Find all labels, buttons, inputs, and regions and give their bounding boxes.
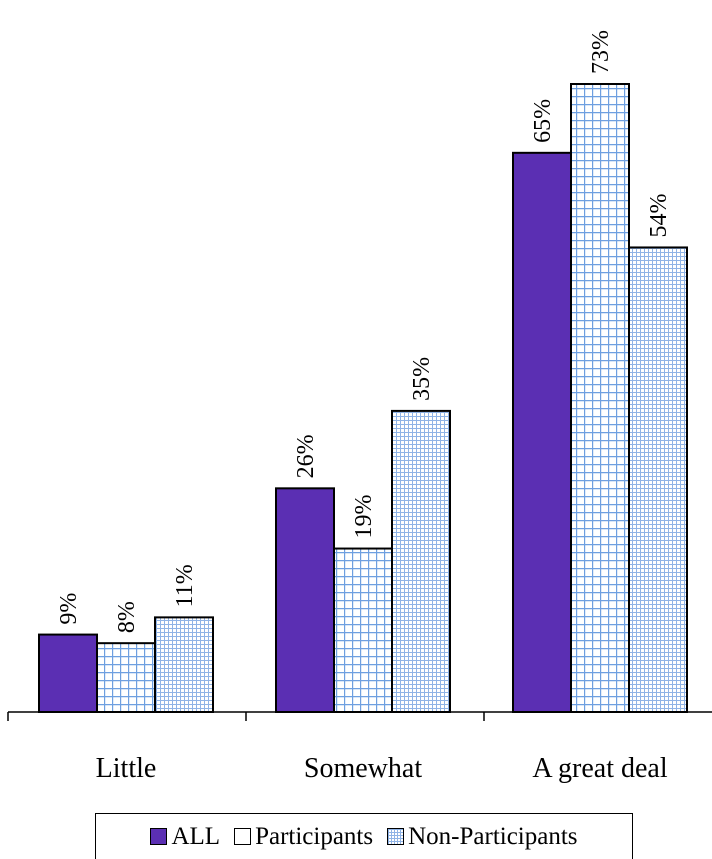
legend-label-participants: Participants xyxy=(255,822,374,850)
legend-swatch-all xyxy=(150,828,168,845)
x-axis-ticks xyxy=(7,712,485,721)
legend-item-participants: Participants xyxy=(234,823,373,851)
legend-item-non-participants: Non-Participants xyxy=(387,822,578,851)
x-tick-label-somewhat: Somewhat xyxy=(304,753,422,784)
legend: ALL Participants Non-Participants xyxy=(95,813,633,859)
bar-all-little xyxy=(38,633,98,713)
data-label-all-a-great-deal: 65% xyxy=(530,99,556,143)
bar-participants-little xyxy=(96,642,156,714)
legend-swatch-non-participants xyxy=(387,828,405,845)
legend-label-non-participants: Non-Participants xyxy=(408,822,578,850)
x-tick-label-little: Little xyxy=(96,753,157,784)
bar-participants-a-great-deal xyxy=(570,83,630,713)
data-label-all-little: 9% xyxy=(56,593,82,625)
legend-label-all: ALL xyxy=(171,822,221,850)
bar-non-participants-somewhat xyxy=(391,409,451,713)
x-axis-category-labels: Little Somewhat A great deal xyxy=(96,753,668,784)
data-label-participants-little: 8% xyxy=(114,601,140,633)
data-label-non-participants-a-great-deal: 54% xyxy=(646,193,672,237)
bar-all-a-great-deal xyxy=(512,151,572,714)
legend-item-all: ALL xyxy=(150,823,220,851)
data-labels-group: 9% 8% 11% 26% 19% 35% 65% 73% 54% xyxy=(56,30,672,633)
legend-swatch-participants xyxy=(234,828,252,845)
bar-all-somewhat xyxy=(275,487,335,713)
data-label-all-somewhat: 26% xyxy=(293,434,319,478)
data-label-participants-a-great-deal: 73% xyxy=(588,30,614,74)
data-label-non-participants-little: 11% xyxy=(172,564,198,607)
bar-non-participants-a-great-deal xyxy=(628,246,688,713)
data-label-non-participants-somewhat: 35% xyxy=(409,357,435,401)
x-tick-label-a-great-deal: A great deal xyxy=(532,753,667,784)
bars-group xyxy=(38,83,688,714)
bar-non-participants-little xyxy=(154,616,214,714)
bar-chart: 9% 8% 11% 26% 19% 35% 65% 73% 54% Little Somewhat… xyxy=(7,30,712,784)
bar-participants-somewhat xyxy=(333,547,393,714)
data-label-participants-somewhat: 19% xyxy=(351,495,377,539)
